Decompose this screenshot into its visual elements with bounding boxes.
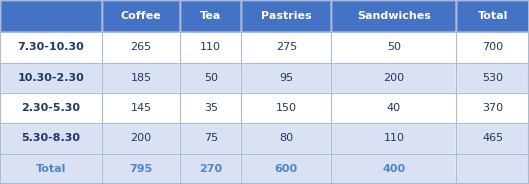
Bar — [102, 0, 180, 32]
Bar — [180, 123, 241, 154]
Text: 5.30-8.30: 5.30-8.30 — [21, 133, 80, 144]
Bar — [331, 123, 457, 154]
Text: 35: 35 — [204, 103, 218, 113]
Text: Sandwiches: Sandwiches — [357, 11, 431, 21]
Bar — [102, 63, 180, 93]
Text: Coffee: Coffee — [121, 11, 161, 21]
Bar — [180, 93, 241, 123]
Bar — [331, 63, 457, 93]
Bar — [0, 63, 102, 93]
Bar — [241, 0, 331, 32]
Text: 50: 50 — [387, 42, 401, 52]
Bar — [457, 0, 529, 32]
Text: 400: 400 — [382, 164, 405, 174]
Text: 200: 200 — [131, 133, 151, 144]
Bar — [0, 93, 102, 123]
Text: Pastries: Pastries — [261, 11, 312, 21]
Text: 530: 530 — [482, 73, 503, 83]
Text: 80: 80 — [279, 133, 294, 144]
Text: 150: 150 — [276, 103, 297, 113]
Bar — [457, 63, 529, 93]
Text: 40: 40 — [387, 103, 401, 113]
Text: 7.30-10.30: 7.30-10.30 — [17, 42, 84, 52]
Text: 600: 600 — [275, 164, 298, 174]
Bar — [180, 154, 241, 184]
Text: 110: 110 — [384, 133, 404, 144]
Bar — [0, 154, 102, 184]
Text: Tea: Tea — [200, 11, 221, 21]
Bar — [331, 0, 457, 32]
Text: Total: Total — [478, 11, 508, 21]
Bar — [102, 93, 180, 123]
Bar — [102, 123, 180, 154]
Bar — [241, 32, 331, 63]
Text: 465: 465 — [482, 133, 503, 144]
Text: 275: 275 — [276, 42, 297, 52]
Bar — [241, 93, 331, 123]
Text: 265: 265 — [131, 42, 151, 52]
Bar — [331, 93, 457, 123]
Text: Total: Total — [35, 164, 66, 174]
Bar — [331, 154, 457, 184]
Bar — [457, 93, 529, 123]
Text: 110: 110 — [200, 42, 221, 52]
Bar — [241, 123, 331, 154]
Bar — [0, 32, 102, 63]
Text: 95: 95 — [279, 73, 294, 83]
Bar — [0, 123, 102, 154]
Text: 145: 145 — [131, 103, 151, 113]
Text: 270: 270 — [199, 164, 222, 174]
Bar — [102, 32, 180, 63]
Bar — [457, 154, 529, 184]
Bar — [180, 32, 241, 63]
Text: 185: 185 — [131, 73, 151, 83]
Bar — [180, 63, 241, 93]
Text: 370: 370 — [482, 103, 503, 113]
Text: 10.30-2.30: 10.30-2.30 — [17, 73, 84, 83]
Bar — [457, 32, 529, 63]
Bar — [241, 154, 331, 184]
Bar — [180, 0, 241, 32]
Text: 200: 200 — [384, 73, 404, 83]
Bar — [102, 154, 180, 184]
Text: 50: 50 — [204, 73, 218, 83]
Text: 795: 795 — [130, 164, 152, 174]
Text: 75: 75 — [204, 133, 218, 144]
Bar — [0, 0, 102, 32]
Text: 700: 700 — [482, 42, 503, 52]
Text: 2.30-5.30: 2.30-5.30 — [21, 103, 80, 113]
Bar — [331, 32, 457, 63]
Bar — [457, 123, 529, 154]
Bar — [241, 63, 331, 93]
